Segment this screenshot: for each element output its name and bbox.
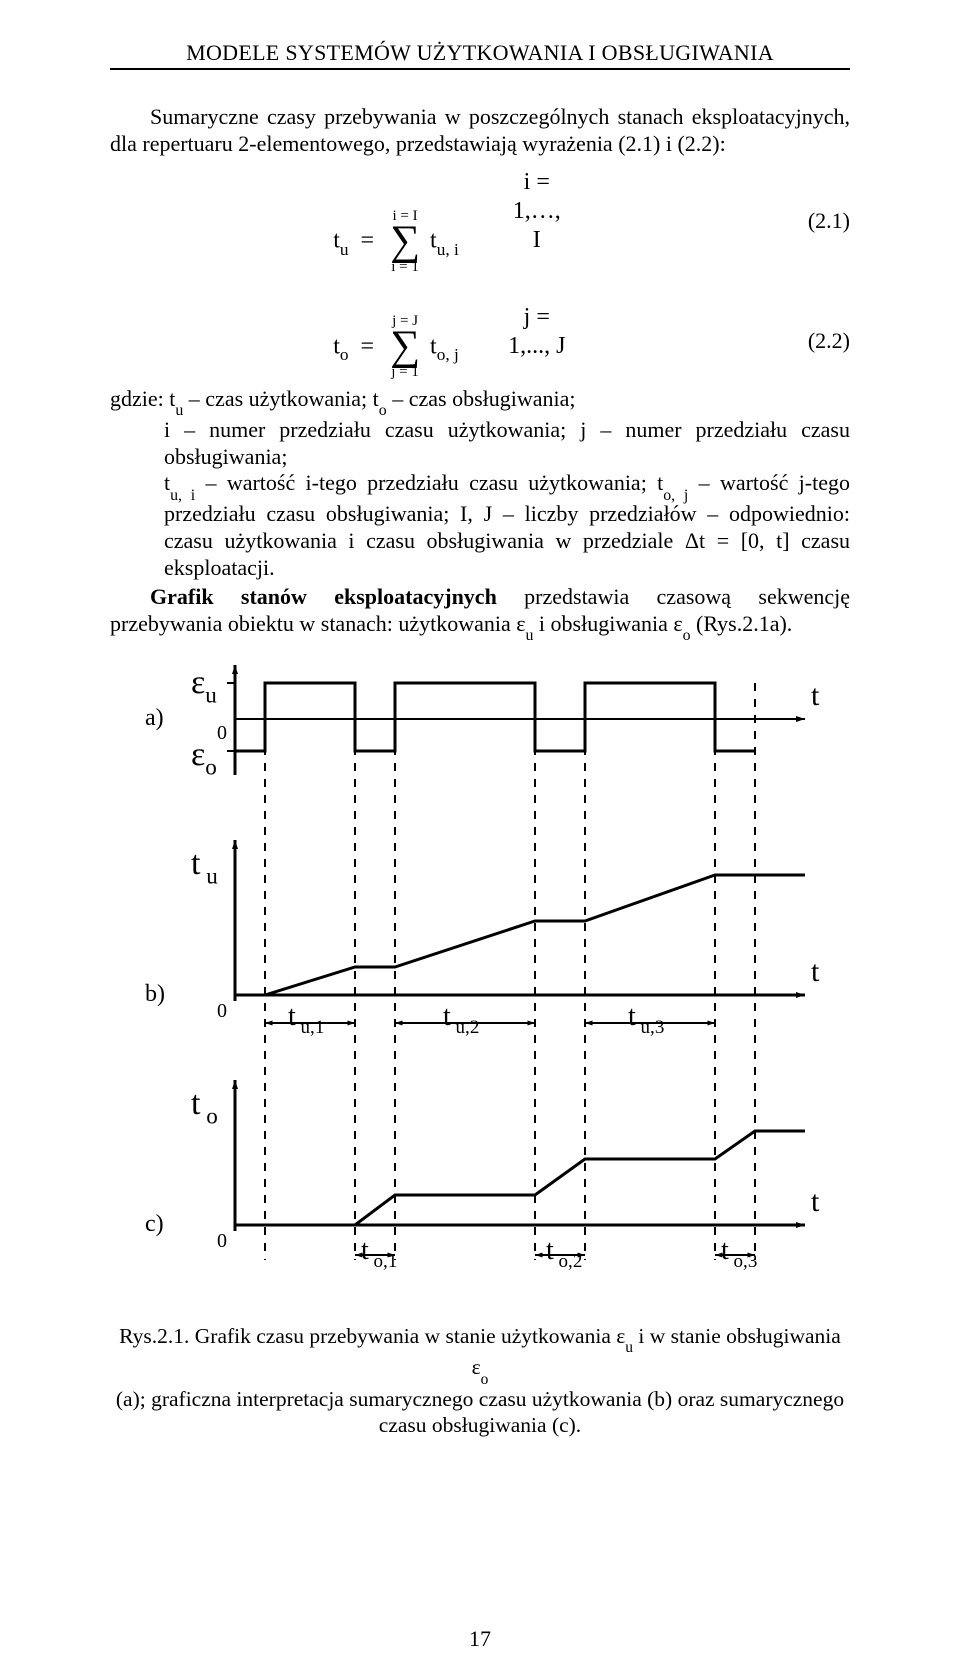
para-where-line2: i – numer przedziału czasu użytkowania; … [110, 417, 850, 471]
equation-2-1: tu = i = I ∑ i = 1 tu, i i = 1,…, I (2.1… [110, 168, 850, 275]
body-text: Sumaryczne czasy przebywania w poszczegó… [110, 104, 850, 641]
equation-2-2: to = j = J ∑ j = 1 to, j j = 1,..., J (2… [110, 303, 850, 381]
svg-text:c): c) [145, 1211, 164, 1237]
eq2-lhs-sub: o [340, 345, 349, 364]
svg-text:t u,1: t u,1 [288, 1001, 324, 1038]
para-grafik: Grafik stanów eksploatacyjnych przedstaw… [110, 584, 850, 642]
eq1-lhs: t [333, 227, 340, 253]
page: MODELE SYSTEMÓW UŻYTKOWANIA I OBSŁUGIWAN… [0, 0, 960, 1678]
svg-text:t: t [811, 679, 820, 712]
svg-text:t u,3: t u,3 [628, 1001, 664, 1038]
svg-text:t o,3: t o,3 [721, 1235, 757, 1272]
eq2-term-sub: o, j [437, 345, 459, 364]
svg-text:t u,2: t u,2 [443, 1001, 479, 1038]
eq1-sum-bot: i = 1 [391, 260, 419, 275]
figure-svg: εuεo0ta)t u0tb)t u,1t u,2t u,3t o0tc)t o… [115, 665, 845, 1305]
eq2-cond: j = 1,..., J [507, 303, 567, 362]
page-header: MODELE SYSTEMÓW UŻYTKOWANIA I OBSŁUGIWAN… [110, 40, 850, 70]
svg-text:εu: εu [191, 665, 217, 709]
eq2-sum-bot: j = 1 [391, 365, 419, 380]
figure-caption: Rys.2.1. Grafik czasu przebywania w stan… [110, 1323, 850, 1438]
svg-text:0: 0 [217, 1000, 227, 1022]
eq2-term: t [430, 333, 437, 359]
svg-text:εo: εo [191, 736, 217, 781]
sigma-icon: ∑ [390, 224, 420, 260]
sigma-icon: ∑ [390, 329, 420, 365]
eq1-lhs-sub: u [340, 240, 349, 259]
eq1-cond: i = 1,…, I [507, 168, 567, 256]
eq1-sum: i = I ∑ i = 1 [390, 209, 420, 275]
svg-text:0: 0 [217, 1230, 227, 1252]
svg-text:b): b) [145, 981, 165, 1007]
eq2-lhs: t [333, 333, 340, 359]
equation-2-2-body: to = j = J ∑ j = 1 to, j j = 1,..., J [110, 303, 790, 381]
eq2-sum: j = J ∑ j = 1 [390, 314, 420, 380]
equation-2-1-body: tu = i = I ∑ i = 1 tu, i i = 1,…, I [110, 168, 790, 275]
page-number: 17 [0, 1626, 960, 1652]
svg-text:0: 0 [217, 722, 227, 744]
equation-number-2-1: (2.1) [790, 208, 850, 235]
equation-number-2-2: (2.2) [790, 328, 850, 355]
eq1-term-sub: u, i [437, 240, 459, 259]
para-grafik-bold: Grafik stanów eksploatacyjnych [150, 584, 497, 609]
svg-text:t: t [811, 955, 820, 988]
svg-text:t: t [811, 1185, 820, 1218]
para-where: gdzie: tu – czas użytkowania; to – czas … [110, 386, 850, 417]
eq1-term: t [430, 227, 437, 253]
para-where-line3: tu, i – wartość i-tego przedziału czasu … [110, 470, 850, 581]
svg-text:a): a) [145, 705, 164, 731]
svg-text:t o,2: t o,2 [546, 1235, 582, 1272]
svg-text:t u: t u [191, 845, 218, 890]
figure-2-1: εuεo0ta)t u0tb)t u,1t u,2t u,3t o0tc)t o… [110, 665, 850, 1305]
svg-text:t o,1: t o,1 [361, 1235, 397, 1272]
para-intro: Sumaryczne czasy przebywania w poszczegó… [110, 104, 850, 158]
svg-text:t o: t o [191, 1085, 218, 1130]
